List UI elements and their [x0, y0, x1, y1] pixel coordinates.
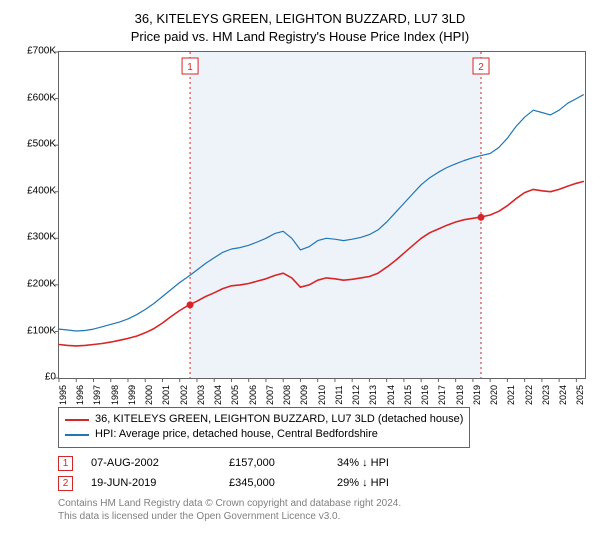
y-tick-label: £600K [27, 92, 56, 103]
legend-row: 36, KITELEYS GREEN, LEIGHTON BUZZARD, LU… [65, 412, 463, 427]
credit-line1: Contains HM Land Registry data © Crown c… [58, 497, 586, 510]
event-price: £345,000 [229, 474, 319, 494]
y-tick-label: £100K [27, 325, 56, 336]
x-tick-label: 2000 [144, 385, 154, 405]
x-tick-label: 2003 [196, 385, 206, 405]
page: 36, KITELEYS GREEN, LEIGHTON BUZZARD, LU… [0, 0, 600, 560]
title-line2: Price paid vs. HM Land Registry's House … [14, 28, 586, 46]
chart-svg: 12 [59, 52, 585, 378]
x-tick-label: 2010 [317, 385, 327, 405]
y-tick-label: £300K [27, 232, 56, 243]
y-tick-label: £700K [27, 46, 56, 57]
x-tick-label: 2015 [403, 385, 413, 405]
x-tick-label: 2023 [541, 385, 551, 405]
event-date: 19-JUN-2019 [91, 474, 211, 494]
legend-swatch [65, 434, 89, 436]
event-delta: 34% ↓ HPI [337, 454, 437, 474]
svg-text:1: 1 [187, 62, 193, 73]
legend: 36, KITELEYS GREEN, LEIGHTON BUZZARD, LU… [58, 407, 470, 448]
event-marker: 1 [58, 456, 73, 471]
credit-line2: This data is licensed under the Open Gov… [58, 510, 586, 523]
x-tick-label: 1998 [110, 385, 120, 405]
x-tick-label: 1996 [75, 385, 85, 405]
event-row: 1 07-AUG-2002 £157,000 34% ↓ HPI [58, 454, 586, 474]
y-tick-label: £500K [27, 139, 56, 150]
x-tick-label: 2001 [161, 385, 171, 405]
plot-area: 12 [58, 51, 586, 379]
x-tick-label: 2008 [282, 385, 292, 405]
x-tick-label: 2002 [179, 385, 189, 405]
x-tick-label: 2004 [213, 385, 223, 405]
event-price: £157,000 [229, 454, 319, 474]
x-tick-label: 2019 [472, 385, 482, 405]
x-tick-label: 1995 [58, 385, 68, 405]
y-tick-label: £0 [45, 372, 56, 383]
legend-label: HPI: Average price, detached house, Cent… [95, 427, 378, 442]
event-date: 07-AUG-2002 [91, 454, 211, 474]
plot-wrap: £0£100K£200K£300K£400K£500K£600K£700K 12… [14, 51, 586, 401]
y-axis: £0£100K£200K£300K£400K£500K£600K£700K [14, 51, 58, 379]
x-tick-label: 2018 [455, 385, 465, 405]
y-tick-label: £200K [27, 278, 56, 289]
x-tick-label: 2024 [558, 385, 568, 405]
x-tick-label: 2017 [437, 385, 447, 405]
x-axis: 1995199619971998199920002001200220032004… [58, 379, 586, 401]
x-tick-label: 2014 [386, 385, 396, 405]
x-tick-label: 2009 [299, 385, 309, 405]
chart-title: 36, KITELEYS GREEN, LEIGHTON BUZZARD, LU… [14, 10, 586, 45]
x-tick-label: 1997 [92, 385, 102, 405]
event-delta: 29% ↓ HPI [337, 474, 437, 494]
x-tick-label: 2005 [230, 385, 240, 405]
x-tick-label: 2006 [248, 385, 258, 405]
x-tick-label: 2007 [265, 385, 275, 405]
x-tick-label: 2021 [506, 385, 516, 405]
x-tick-label: 2020 [489, 385, 499, 405]
legend-swatch [65, 419, 89, 421]
legend-label: 36, KITELEYS GREEN, LEIGHTON BUZZARD, LU… [95, 412, 463, 427]
event-marker: 2 [58, 476, 73, 491]
x-tick-label: 2012 [351, 385, 361, 405]
x-tick-label: 2011 [334, 385, 344, 404]
x-tick-label: 2013 [368, 385, 378, 405]
events-table: 1 07-AUG-2002 £157,000 34% ↓ HPI 2 19-JUN-201… [58, 454, 586, 494]
x-tick-label: 2025 [575, 385, 585, 405]
svg-text:2: 2 [478, 62, 484, 73]
x-tick-label: 1999 [127, 385, 137, 405]
credit: Contains HM Land Registry data © Crown c… [58, 497, 586, 523]
legend-row: HPI: Average price, detached house, Cent… [65, 427, 463, 442]
event-row: 2 19-JUN-2019 £345,000 29% ↓ HPI [58, 474, 586, 494]
y-tick-label: £400K [27, 185, 56, 196]
x-tick-label: 2016 [420, 385, 430, 405]
x-tick-label: 2022 [524, 385, 534, 405]
title-line1: 36, KITELEYS GREEN, LEIGHTON BUZZARD, LU… [14, 10, 586, 28]
